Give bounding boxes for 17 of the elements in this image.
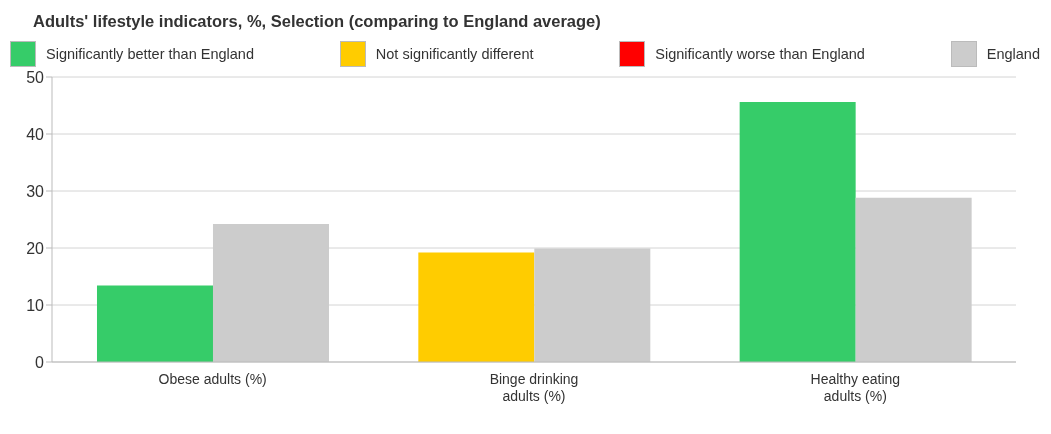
- y-tick-label: 40: [26, 125, 45, 143]
- y-tick-label: 0: [35, 353, 45, 371]
- y-tick-label: 10: [26, 296, 45, 314]
- y-tick-label: 50: [26, 68, 45, 86]
- legend-label: Significantly worse than England: [655, 46, 865, 62]
- bar: [96, 285, 213, 362]
- y-tick-label: 30: [26, 182, 45, 200]
- legend-label: Significantly better than England: [46, 46, 254, 62]
- x-tick-label: Binge drinking adults (%): [489, 371, 579, 404]
- x-tick-label: Obese adults (%): [158, 371, 267, 387]
- x-tick-label: Healthy eating adults (%): [810, 371, 901, 404]
- chart-title: Adults' lifestyle indicators, %, Selection (comparing to England average): [32, 11, 602, 31]
- bar: [739, 102, 856, 362]
- y-tick-label: 20: [26, 239, 45, 257]
- legend-label: England: [986, 46, 1040, 62]
- legend-label: Not significantly different: [375, 46, 534, 62]
- bar: [418, 252, 535, 362]
